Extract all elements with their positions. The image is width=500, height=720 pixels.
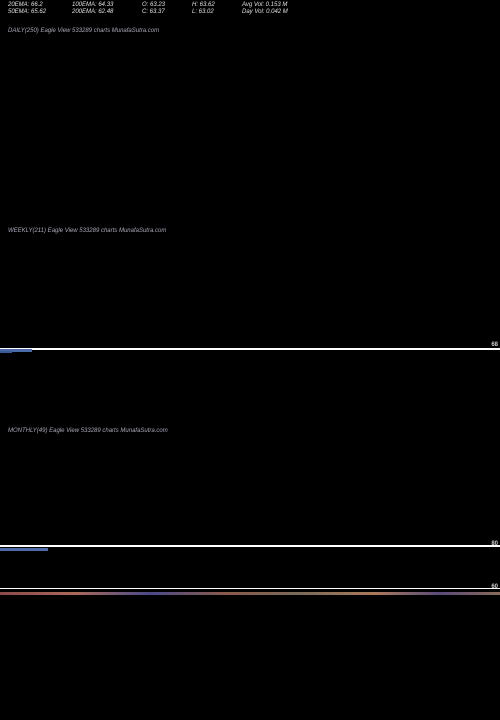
stats-row-2: 50EMA: 65.62 200EMA: 62.48 C: 63.37 L: 6… [8, 9, 492, 15]
monthly-chart-label: MONTHLY(49) Eagle View 533289 charts Mun… [0, 426, 176, 436]
daily-chart-label: DAILY(250) Eagle View 533289 charts Muna… [0, 26, 167, 36]
bottom-price-badge: 60 [491, 584, 498, 590]
stat-ema200: 200EMA: 62.48 [72, 9, 130, 15]
stats-row-1: 20EMA: 66.2 100EMA: 64.33 O: 63.23 H: 63… [8, 2, 492, 8]
stats-header: 20EMA: 66.2 100EMA: 64.33 O: 63.23 H: 63… [0, 0, 500, 17]
stat-ema50: 50EMA: 65.62 [8, 9, 60, 15]
stat-ema20: 20EMA: 66.2 [8, 2, 60, 8]
weekly-chart-mainline [0, 348, 500, 350]
monthly-chart-secondary [0, 548, 48, 551]
bottom-white-line [0, 588, 500, 589]
weekly-price-badge: 68 [491, 342, 498, 348]
stat-low: L: 63.02 [192, 9, 230, 15]
weekly-chart-tertiary [0, 351, 12, 353]
stat-open: O: 63.23 [142, 2, 180, 8]
monthly-price-badge: 80 [491, 541, 498, 547]
stat-close: C: 63.37 [142, 9, 180, 15]
stat-dayvol: Day Vol: 0.042 M [242, 9, 288, 15]
stat-ema100: 100EMA: 64.33 [72, 2, 130, 8]
stat-high: H: 63.62 [192, 2, 230, 8]
monthly-chart-mainline [0, 545, 500, 547]
weekly-chart-label: WEEKLY(211) Eagle View 533289 charts Mun… [0, 226, 174, 236]
bottom-gradient-line [0, 592, 500, 595]
stat-avgvol: Avg Vol: 0.153 M [242, 2, 287, 8]
